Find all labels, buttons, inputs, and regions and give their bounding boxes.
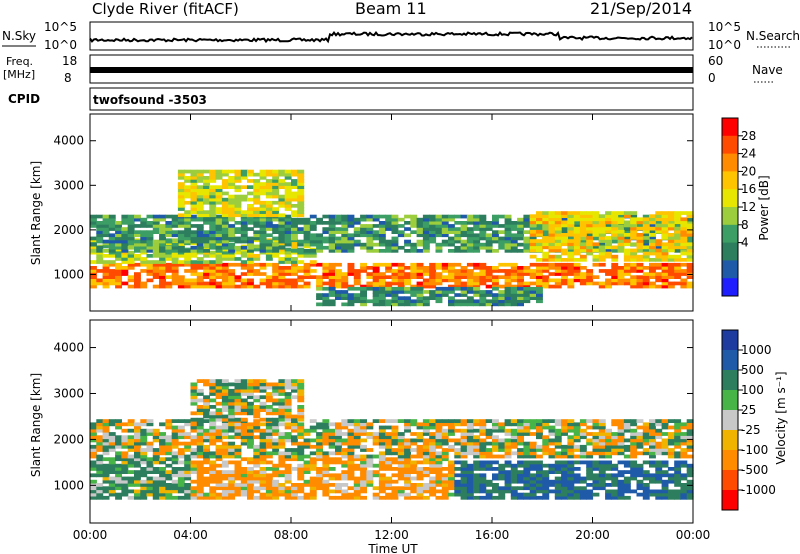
nsearch-tick-top: 10^5 (708, 20, 741, 34)
colorbar-swatch (722, 470, 738, 491)
power-panel: 1000 2000 3000 4000 (53, 113, 694, 312)
colorbar-swatch (722, 189, 738, 208)
date-label: 21/Sep/2014 (590, 0, 692, 18)
echo-region (190, 457, 455, 500)
colorbar-tick-label: 1000 (741, 343, 772, 357)
nsky-tick-bottom: 10^0 (44, 38, 77, 52)
colorbar-swatch (722, 242, 738, 261)
colorbar-tick-label: 28 (741, 129, 756, 143)
nave-tick-top: 60 (708, 54, 723, 68)
velocity-colorbar: 1000 500 100 25 -25 -100 -500 -1000 (721, 329, 776, 511)
x-tick-label: 20:00 (575, 528, 610, 542)
colorbar-tick-label: 25 (741, 403, 756, 417)
colorbar-tick-label: -25 (741, 423, 761, 437)
colorbar-swatch (722, 450, 738, 471)
power-colorbar-label: Power [dB] (757, 175, 771, 240)
freq-trace (90, 67, 693, 73)
echo-region (90, 262, 694, 289)
echo-region (190, 379, 305, 422)
cpid-value: twofsound -3503 (93, 93, 207, 107)
colorbar-tick-label: -1000 (741, 483, 776, 497)
y-tick-label: 4000 (53, 134, 84, 148)
y-tick-label: 2000 (53, 223, 84, 237)
echo-region (90, 457, 192, 500)
colorbar-tick-label: 8 (741, 218, 749, 232)
x-tick-label: 00:00 (73, 528, 108, 542)
nsky-panel (89, 21, 694, 51)
colorbar-swatch (722, 153, 738, 172)
y-tick-label: 3000 (53, 178, 84, 192)
colorbar-swatch (722, 370, 738, 391)
freq-tick-bottom: 8 (64, 71, 72, 85)
y-tick-label: 1000 (53, 267, 84, 281)
colorbar-swatch (722, 330, 738, 351)
power-ylabel: Slant Range [km] (29, 161, 43, 265)
colorbar-tick-label: -100 (741, 443, 768, 457)
cpid-label: CPID (8, 92, 40, 106)
colorbar-swatch (722, 390, 738, 411)
colorbar-swatch (722, 430, 738, 451)
cpid-panel (89, 87, 694, 111)
freq-tick-top: 18 (62, 54, 77, 68)
echo-region (316, 286, 543, 307)
colorbar-swatch (722, 350, 738, 371)
y-tick-label: 1000 (53, 478, 84, 492)
colorbar-tick-label: 4 (741, 236, 749, 250)
velocity-colorbar-label: Velocity [m s⁻¹] (774, 371, 788, 464)
colorbar-swatch (722, 224, 738, 244)
velocity-ylabel: Slant Range [km] (29, 373, 43, 477)
nsky-tick-top: 10^5 (44, 20, 77, 34)
nsearch-label: N.Search (746, 29, 800, 43)
station-title: Clyde River (fitACF) (92, 0, 239, 18)
y-tick-label: 2000 (53, 432, 84, 446)
x-tick-label: 08:00 (274, 528, 309, 542)
x-tick-label: 00:00 (676, 528, 711, 542)
colorbar-tick-label: 20 (741, 164, 756, 178)
nsky-trace (89, 30, 693, 44)
colorbar-tick-label: 100 (741, 383, 764, 397)
colorbar-tick-label: 500 (741, 363, 764, 377)
velocity-panel: 1000 2000 3000 4000 00:00 04:00 08:00 12:00 16:0… (53, 319, 711, 542)
x-tick-label: 16:00 (475, 528, 510, 542)
colorbar-swatch (722, 260, 738, 279)
colorbar-swatch (722, 490, 738, 511)
echo-region (454, 460, 694, 500)
nave-tick-bottom: 0 (708, 71, 716, 85)
beam-label: Beam 11 (355, 0, 427, 18)
echo-region (529, 211, 694, 262)
freq-unit: [MHz] (3, 68, 35, 81)
echo-region (177, 169, 305, 218)
y-tick-label: 3000 (53, 386, 84, 400)
nave-label: Nave (752, 63, 783, 77)
xaxis-label: Time UT (367, 542, 418, 554)
colorbar-tick-label: 16 (741, 182, 756, 196)
colorbar-tick-label: 12 (741, 200, 756, 214)
freq-label: Freq. (6, 55, 33, 68)
colorbar-swatch (722, 118, 738, 137)
colorbar-swatch (722, 278, 738, 297)
x-tick-label: 12:00 (374, 528, 409, 542)
echo-region (90, 419, 694, 459)
power-colorbar: 28 24 20 16 12 8 4 (721, 117, 756, 297)
colorbar-tick-label: 24 (741, 147, 756, 161)
colorbar-swatch (722, 171, 738, 190)
colorbar-tick-label: -500 (741, 463, 768, 477)
x-tick-label: 04:00 (173, 528, 208, 542)
colorbar-swatch (722, 135, 738, 155)
colorbar-swatch (722, 410, 738, 431)
nsky-label: N.Sky (2, 29, 36, 43)
colorbar-swatch (722, 207, 738, 226)
nsearch-tick-bottom: 10^0 (708, 38, 741, 52)
y-tick-label: 4000 (53, 341, 84, 355)
